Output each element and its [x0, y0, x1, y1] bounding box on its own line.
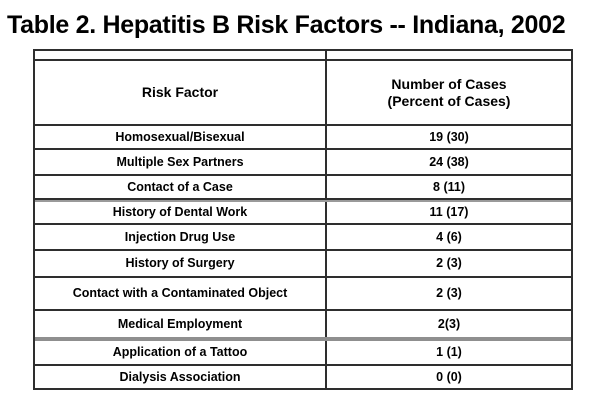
cases-cell: 24 (38) — [429, 154, 469, 169]
cases-cell: 4 (6) — [436, 229, 462, 244]
risk-factor-cell: History of Surgery — [35, 251, 327, 276]
risk-factor-cell: Medical Employment — [35, 311, 327, 337]
cases-cell: 11 (17) — [429, 205, 469, 219]
table-row-multiple-sex-partners: Multiple Sex Partners 24 (38) — [35, 150, 571, 176]
risk-factor-cell: Contact of a Case — [35, 176, 327, 198]
column-header-risk-factor: Risk Factor — [35, 61, 327, 124]
risk-factor-cell: Dialysis Association — [35, 366, 327, 388]
cases-cell: 2 (3) — [436, 286, 462, 300]
risk-factor-cell: Application of a Tattoo — [35, 341, 327, 364]
cases-cell: 19 (30) — [429, 129, 469, 144]
table-row-medical-employment: Medical Employment 2(3) — [35, 311, 571, 341]
cases-cell: 8 (11) — [433, 179, 465, 194]
header-row: Risk Factor Number of Cases (Percent of … — [35, 61, 571, 126]
table-row-homosexual-bisexual: Homosexual/Bisexual 19 (30) — [35, 126, 571, 150]
risk-factor-cell: Homosexual/Bisexual — [35, 126, 327, 148]
column-header-cases-line1: Number of Cases — [391, 75, 507, 92]
table-row-application-of-a-tattoo: Application of a Tattoo 1 (1) — [35, 341, 571, 366]
cases-cell: 0 (0) — [436, 369, 462, 384]
table-row-contact-of-a-case: Contact of a Case 8 (11) — [35, 176, 571, 200]
column-header-cases: Number of Cases (Percent of Cases) — [327, 61, 571, 124]
table-row-dialysis-association: Dialysis Association 0 (0) — [35, 366, 571, 388]
risk-factor-cell: Injection Drug Use — [35, 225, 327, 249]
risk-factor-cell: Contact with a Contaminated Object — [35, 278, 327, 309]
table-row-contact-contaminated-object: Contact with a Contaminated Object 2 (3) — [35, 278, 571, 311]
table-row-history-of-surgery: History of Surgery 2 (3) — [35, 251, 571, 278]
spacer-cell-right — [327, 51, 571, 59]
table-row-injection-drug-use: Injection Drug Use 4 (6) — [35, 225, 571, 251]
cases-cell: 1 (1) — [436, 345, 462, 359]
spacer-row — [35, 51, 571, 61]
spacer-cell-left — [35, 51, 327, 59]
risk-factor-cell: History of Dental Work — [35, 202, 327, 223]
cases-cell: 2(3) — [437, 316, 461, 331]
table-title: Table 2. Hepatitis B Risk Factors -- Ind… — [7, 11, 566, 39]
risk-factors-table: Risk Factor Number of Cases (Percent of … — [33, 49, 573, 390]
risk-factor-cell: Multiple Sex Partners — [35, 150, 327, 174]
column-header-cases-line2: (Percent of Cases) — [387, 92, 511, 109]
cases-cell: 2 (3) — [436, 256, 462, 270]
table-row-history-of-dental-work: History of Dental Work 11 (17) — [35, 200, 571, 225]
